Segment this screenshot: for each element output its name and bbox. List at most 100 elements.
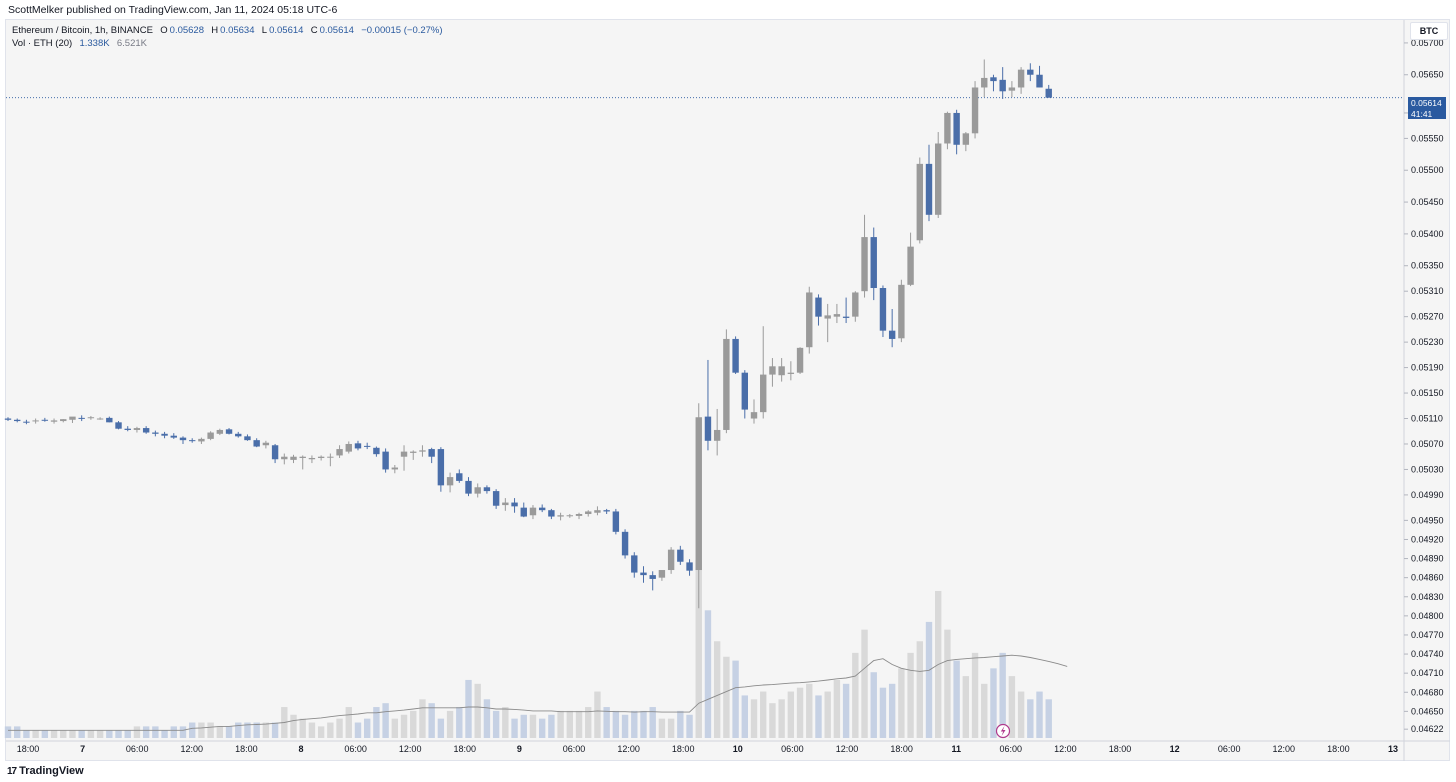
volume-bar — [373, 707, 380, 738]
volume-bar — [870, 672, 877, 738]
candle-body — [575, 514, 583, 516]
candle-body — [14, 419, 21, 422]
candle-body — [842, 316, 850, 318]
candle-body — [419, 450, 426, 452]
candle-body — [511, 502, 518, 507]
volume-bar — [456, 707, 463, 738]
candle-body — [907, 246, 914, 285]
y-tick-label: 0.05190 — [1411, 363, 1444, 373]
candle-body — [612, 511, 620, 532]
candle-body — [695, 417, 702, 571]
candle-body — [299, 456, 306, 458]
x-tick-label: 18:00 — [890, 744, 913, 754]
volume-bar — [262, 722, 270, 738]
y-tick-label: 0.04622 — [1411, 724, 1444, 734]
candle-body — [410, 451, 417, 453]
candle-body — [815, 297, 822, 317]
volume-bar — [852, 652, 859, 738]
currency-button[interactable]: BTC — [1410, 22, 1448, 40]
candle-body — [898, 284, 905, 339]
candle-body — [538, 507, 546, 511]
last-price-value: 0.05614 — [1411, 98, 1442, 108]
volume-bar — [520, 714, 527, 738]
candle-body — [1036, 74, 1043, 88]
x-tick-label: 06:00 — [126, 744, 149, 754]
candle-body — [69, 416, 76, 420]
candle-body — [124, 428, 131, 430]
volume-bar — [244, 722, 251, 738]
volume-bar — [990, 668, 997, 738]
volume-bar — [944, 629, 951, 738]
tradingview-brand[interactable]: 17 TradingView — [7, 765, 84, 777]
candle-body — [981, 77, 988, 88]
tradingview-name: TradingView — [19, 765, 84, 777]
volume-bar — [594, 691, 601, 738]
candle-body — [502, 502, 509, 506]
legend-volume-label[interactable]: Vol · ETH (20) — [12, 38, 73, 49]
candle-body — [60, 419, 67, 422]
candle-body — [548, 510, 555, 517]
volume-bar — [686, 714, 693, 738]
volume-bar — [842, 683, 850, 738]
candle-body — [962, 133, 970, 145]
candle-body — [327, 456, 334, 458]
volume-bar — [23, 730, 30, 738]
volume-bar — [575, 710, 583, 738]
volume-bar — [124, 730, 131, 738]
candle-body — [870, 237, 877, 289]
candle-body — [971, 87, 979, 134]
legend-symbol[interactable]: Ethereum / Bitcoin, 1h, BINANCE — [12, 25, 153, 36]
candle-body — [769, 366, 776, 375]
y-tick-label: 0.04830 — [1411, 592, 1444, 602]
candle-body — [465, 480, 472, 494]
candle-body — [161, 433, 168, 436]
volume-bar — [78, 730, 85, 738]
candle-body — [281, 456, 288, 460]
volume-bar — [1027, 699, 1034, 738]
volume-bar — [999, 652, 1006, 738]
candle-body — [400, 451, 408, 457]
candle-body — [566, 515, 574, 517]
x-tick-label: 12:00 — [836, 744, 859, 754]
y-tick-label: 0.05070 — [1411, 439, 1444, 449]
volume-bar — [382, 703, 389, 738]
x-tick-label: 12:00 — [1054, 744, 1077, 754]
candle-body — [456, 473, 463, 481]
volume-bar — [161, 730, 168, 738]
volume-bar — [971, 652, 979, 738]
candle-body — [677, 549, 684, 562]
candle-body — [658, 570, 666, 578]
volume-bar — [511, 718, 518, 738]
candle-body — [253, 440, 260, 447]
volume-bar — [723, 656, 730, 738]
candle-body — [603, 510, 610, 512]
y-tick-label: 0.05030 — [1411, 464, 1444, 474]
candle-body — [317, 456, 325, 458]
volume-bar — [713, 641, 721, 738]
tradingview-logo-icon: 17 — [7, 766, 17, 777]
candle-body — [391, 467, 399, 470]
candle-body — [345, 443, 352, 452]
candle-body — [631, 555, 638, 573]
candle-body — [935, 143, 942, 215]
volume-bar — [69, 730, 76, 738]
volume-bar — [548, 714, 555, 738]
candle-body — [373, 447, 380, 455]
x-tick-label: 18:00 — [1109, 744, 1132, 754]
y-tick-label: 0.04860 — [1411, 573, 1444, 583]
volume-bar — [207, 722, 214, 738]
x-tick-label: 7 — [80, 744, 85, 754]
volume-bar — [152, 726, 159, 738]
candle-body — [207, 432, 214, 439]
y-tick-label: 0.05110 — [1411, 414, 1443, 424]
volume-bar — [658, 718, 666, 738]
volume-bar — [142, 726, 150, 738]
candle-body — [713, 429, 721, 441]
volume-bar — [133, 726, 141, 738]
y-tick-label: 0.04890 — [1411, 554, 1444, 564]
bar-countdown: 41:41 — [1411, 108, 1433, 119]
volume-bar — [778, 699, 785, 738]
candle-body — [640, 572, 647, 576]
y-tick-label: 0.04950 — [1411, 515, 1444, 525]
